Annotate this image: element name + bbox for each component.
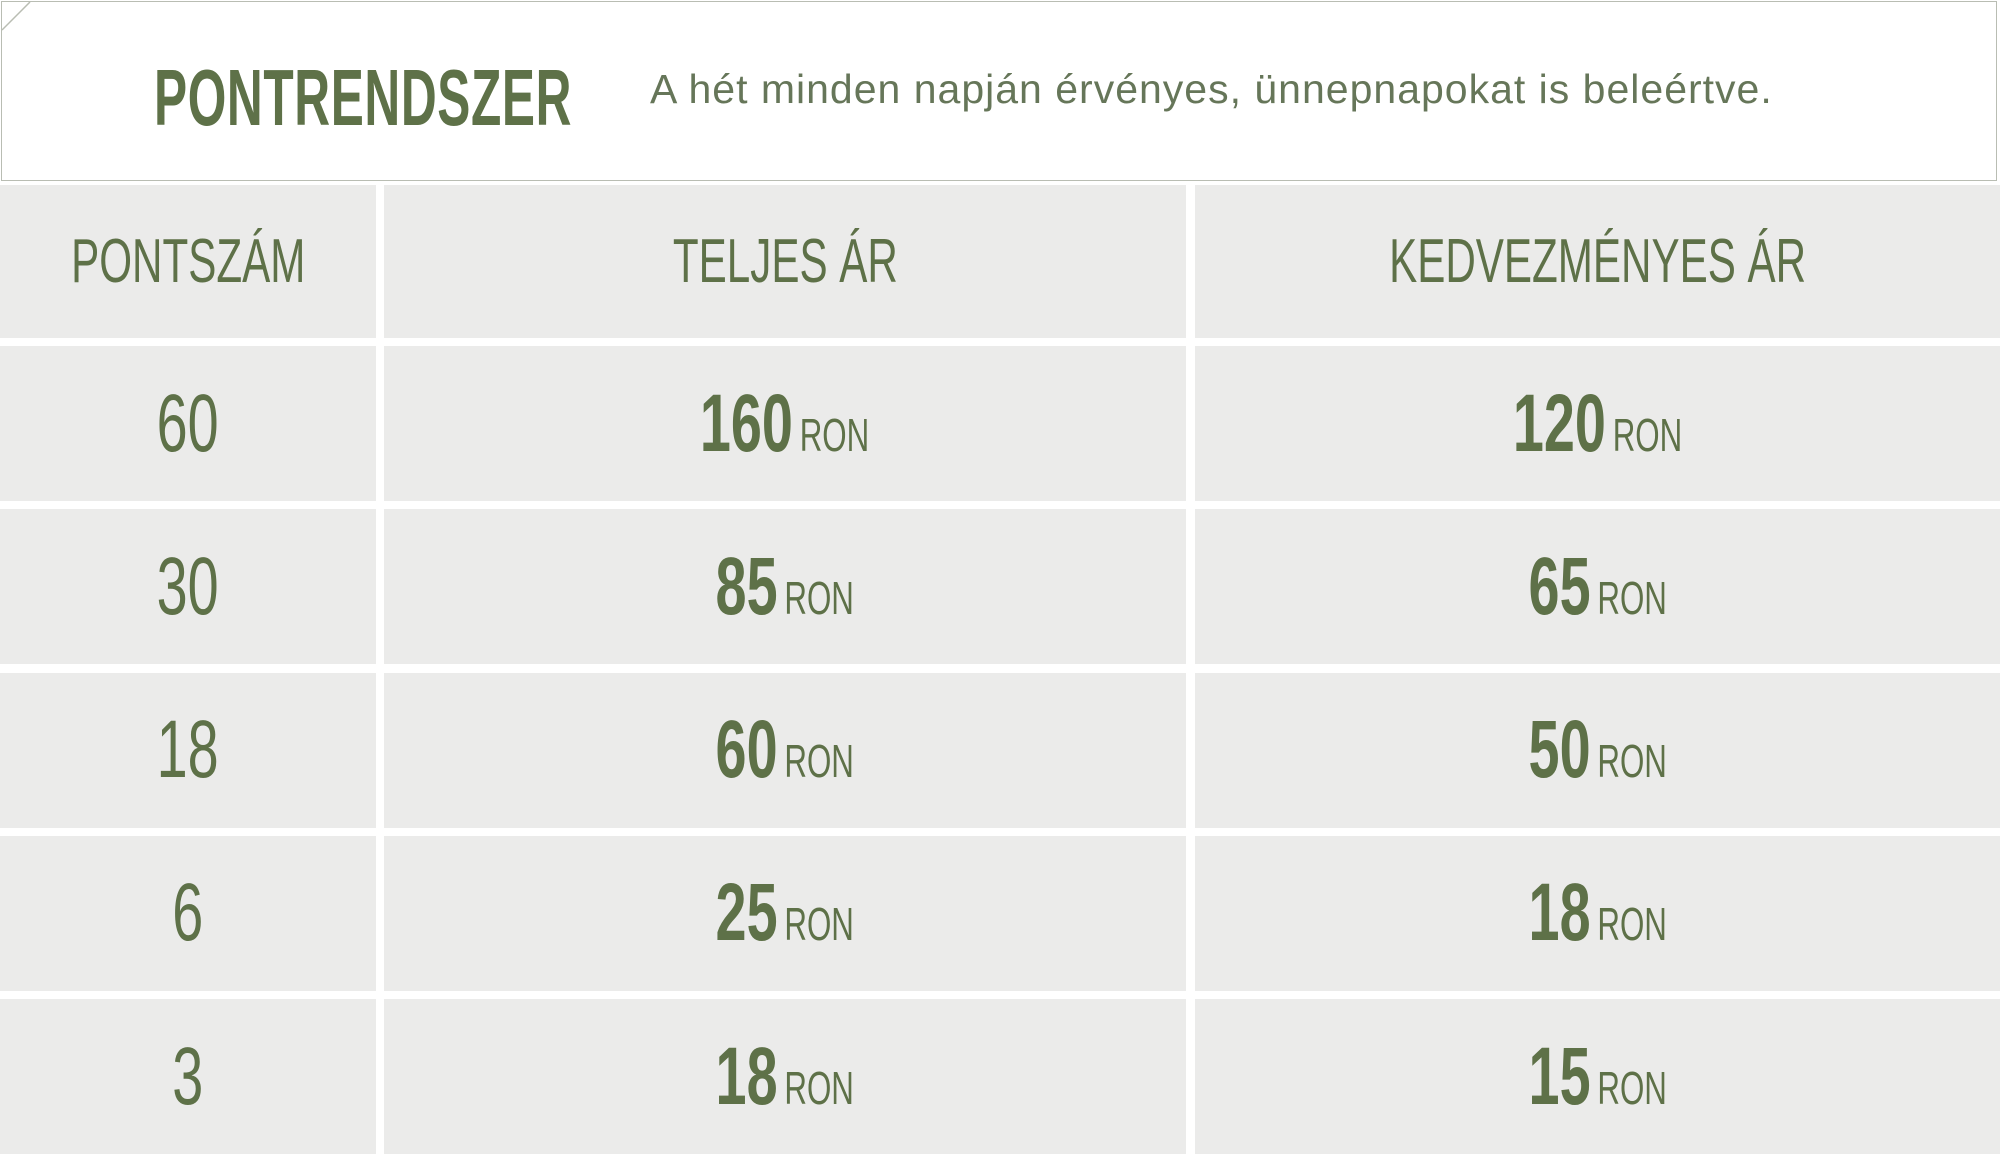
points: 30 [156, 540, 220, 632]
amount: 85 [715, 540, 778, 632]
unit: RON [1597, 1061, 1667, 1114]
header-cell: TELJES ÁR [384, 185, 1186, 338]
header-box: PONTRENDSZER A hét minden napján érvénye… [1, 1, 1997, 181]
points: 60 [156, 377, 220, 469]
unit: RON [1597, 571, 1667, 624]
title: PONTRENDSZER [154, 53, 573, 142]
price-cell: 18 RON [384, 999, 1186, 1154]
unit: RON [800, 408, 870, 461]
unit: RON [784, 735, 855, 788]
price: 85 RON [716, 540, 854, 634]
amount: 160 [700, 377, 794, 469]
price-cell: 60 RON [384, 672, 1186, 828]
amount: 18 [1528, 867, 1591, 959]
corner-line [2, 2, 31, 31]
unit: RON [784, 571, 855, 624]
amount: 120 [1512, 377, 1606, 469]
points-cell: 6 [0, 835, 376, 991]
header-cell: PONTSZÁM [0, 185, 376, 338]
points-cell: 18 [0, 672, 376, 828]
price: 15 RON [1528, 1030, 1666, 1124]
price: 50 RON [1528, 703, 1666, 797]
price: 60 RON [716, 703, 854, 797]
amount: 18 [715, 1030, 778, 1122]
amount: 50 [1528, 704, 1591, 796]
price: 65 RON [1528, 540, 1666, 634]
price-cell: 50 RON [1195, 672, 2000, 828]
column-header: KEDVEZMÉNYES ÁR [1388, 227, 1807, 296]
amount: 25 [715, 867, 778, 959]
points: 3 [172, 1030, 204, 1122]
price: 120 RON [1513, 377, 1682, 471]
points-cell: 3 [0, 999, 376, 1154]
price-cell: 25 RON [384, 835, 1186, 991]
amount: 15 [1528, 1030, 1591, 1122]
price-cell: 15 RON [1195, 999, 2000, 1154]
unit: RON [784, 898, 855, 951]
price: 18 RON [1528, 866, 1666, 960]
price: 160 RON [700, 377, 869, 471]
price-cell: 18 RON [1195, 835, 2000, 991]
price: 25 RON [716, 866, 854, 960]
points-cell: 30 [0, 509, 376, 665]
column-header: TELJES ÁR [672, 227, 898, 296]
unit: RON [1597, 735, 1667, 788]
price: 18 RON [716, 1030, 854, 1124]
column-header: PONTSZÁM [70, 227, 306, 296]
unit: RON [784, 1061, 855, 1114]
unit: RON [1612, 408, 1683, 461]
points: 18 [156, 704, 220, 796]
points-cell: 60 [0, 346, 376, 501]
price-cell: 85 RON [384, 509, 1186, 665]
price-cell: 160 RON [384, 346, 1186, 501]
amount: 60 [715, 704, 778, 796]
unit: RON [1597, 898, 1667, 951]
amount: 65 [1528, 540, 1591, 632]
price-cell: 120 RON [1195, 346, 2000, 501]
subtitle: A hét minden napján érvényes, ünnepnapok… [650, 66, 1773, 112]
price-cell: 65 RON [1195, 509, 2000, 665]
points: 6 [172, 867, 204, 959]
header-cell: KEDVEZMÉNYES ÁR [1195, 185, 2000, 338]
